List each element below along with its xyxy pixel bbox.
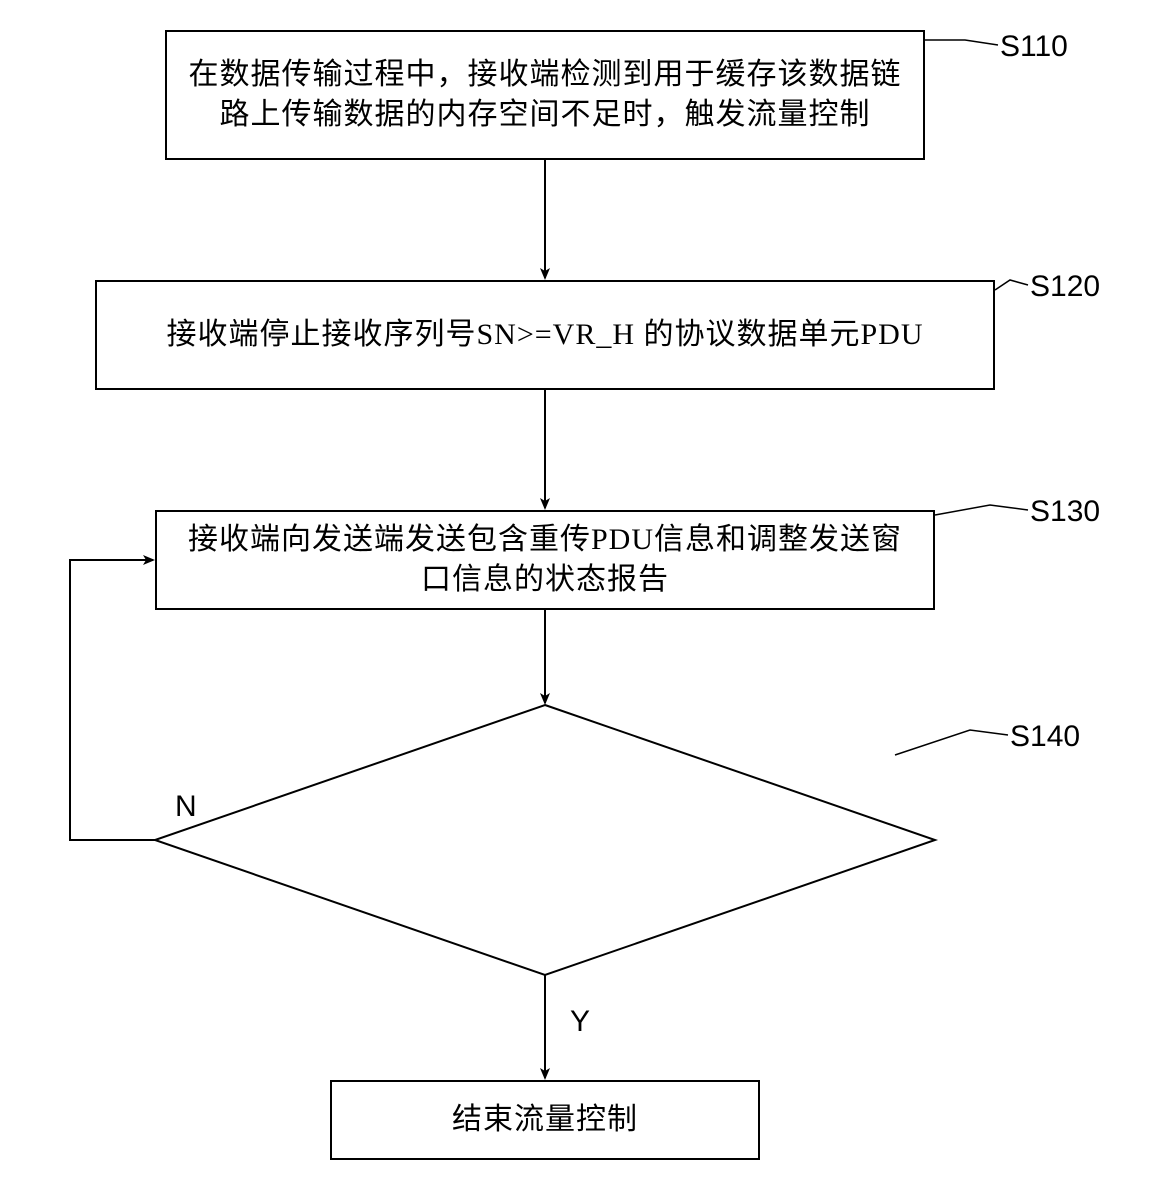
node-s130-text: 接收端向发送端发送包含重传PDU信息和调整发送窗口信息的状态报告 [177, 520, 913, 601]
node-end-text: 结束流量控制 [452, 1100, 638, 1141]
edge-s140-no [70, 560, 155, 840]
edge-label-no: N [175, 790, 197, 824]
node-s120: 接收端停止接收序列号SN>=VR_H 的协议数据单元PDU [95, 280, 995, 390]
flowchart-canvas: 在数据传输过程中，接收端检测到用于缓存该数据链路上传输数据的内存空间不足时，触发… [0, 0, 1151, 1189]
node-s120-label: S120 [1030, 270, 1100, 304]
node-s110: 在数据传输过程中，接收端检测到用于缓存该数据链路上传输数据的内存空间不足时，触发… [165, 30, 925, 160]
node-s140-line2: 内接收到重传PDU且检测到内存空 [312, 822, 778, 855]
node-s130: 接收端向发送端发送包含重传PDU信息和调整发送窗口信息的状态报告 [155, 510, 935, 610]
node-s110-label: S110 [1000, 30, 1068, 64]
leader-s130 [935, 505, 1028, 515]
node-s140-label: S140 [1010, 720, 1080, 754]
edge-label-yes: Y [570, 1005, 590, 1039]
leader-s140 [895, 730, 1008, 755]
node-s140-line1: 接收端在预先设定的时间 [375, 783, 716, 816]
node-end: 结束流量控制 [330, 1080, 760, 1160]
node-s130-label: S130 [1030, 495, 1100, 529]
node-s140-text: 接收端在预先设定的时间 内接收到重传PDU且检测到内存空 间达到一阈值？ [295, 780, 795, 897]
node-s140-line3: 间达到一阈值？ [437, 861, 654, 894]
leader-s120 [995, 280, 1028, 290]
node-s110-text: 在数据传输过程中，接收端检测到用于缓存该数据链路上传输数据的内存空间不足时，触发… [187, 55, 903, 136]
leader-s110 [925, 40, 998, 45]
node-s120-text: 接收端停止接收序列号SN>=VR_H 的协议数据单元PDU [166, 315, 923, 356]
